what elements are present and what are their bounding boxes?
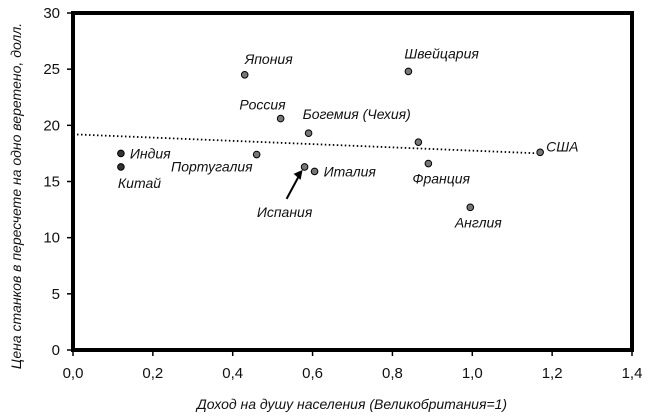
data-point: [466, 203, 475, 212]
data-point: [252, 150, 261, 159]
x-tick-label: 1,2: [542, 365, 563, 382]
point-label: Португалия: [171, 159, 253, 175]
point-label: Богемия (Чехия): [303, 106, 411, 122]
data-point: [310, 167, 319, 176]
x-tick-label: 1,0: [462, 365, 483, 382]
point-label: США: [546, 138, 578, 154]
point-label: Швейцария: [404, 45, 479, 61]
y-tick-label: 20: [43, 117, 60, 134]
point-label: Франция: [412, 171, 470, 187]
x-tick-label: 0,0: [63, 365, 84, 382]
x-tick-label: 0,2: [142, 365, 163, 382]
x-tick-label: 0,4: [222, 365, 243, 382]
data-point: [404, 67, 413, 76]
y-tick-label: 25: [43, 61, 60, 78]
point-label: Испания: [257, 204, 313, 220]
y-tick-label: 30: [43, 5, 60, 22]
point-label: Италия: [324, 163, 377, 179]
y-tick-label: 10: [43, 230, 60, 247]
point-label: Англия: [454, 214, 502, 230]
data-point: [300, 163, 309, 171]
data-point: [414, 138, 423, 146]
point-label: Россия: [239, 97, 286, 113]
x-axis-title: Доход на душу населения (Великобритания=…: [195, 396, 507, 412]
y-tick-label: 0: [52, 342, 60, 359]
x-tick-label: 0,8: [382, 365, 403, 382]
y-axis-title: Цена станков в пересчете на одно веретен…: [8, 23, 24, 369]
data-point: [536, 148, 544, 157]
x-tick-label: 0,6: [302, 365, 323, 382]
y-tick-label: 15: [43, 174, 60, 191]
plot-frame: [71, 11, 634, 352]
data-point: [304, 129, 313, 137]
data-point: [240, 70, 249, 79]
point-label: Япония: [244, 51, 294, 67]
arrow-head: [293, 169, 303, 180]
data-point: [117, 149, 125, 158]
data-point: [276, 114, 285, 123]
point-label: Индия: [130, 145, 171, 161]
y-tick-label: 5: [52, 286, 60, 303]
data-point: [117, 163, 125, 171]
data-point: [424, 159, 433, 168]
point-label: Китай: [118, 175, 161, 191]
x-tick-label: 1,4: [622, 365, 643, 382]
